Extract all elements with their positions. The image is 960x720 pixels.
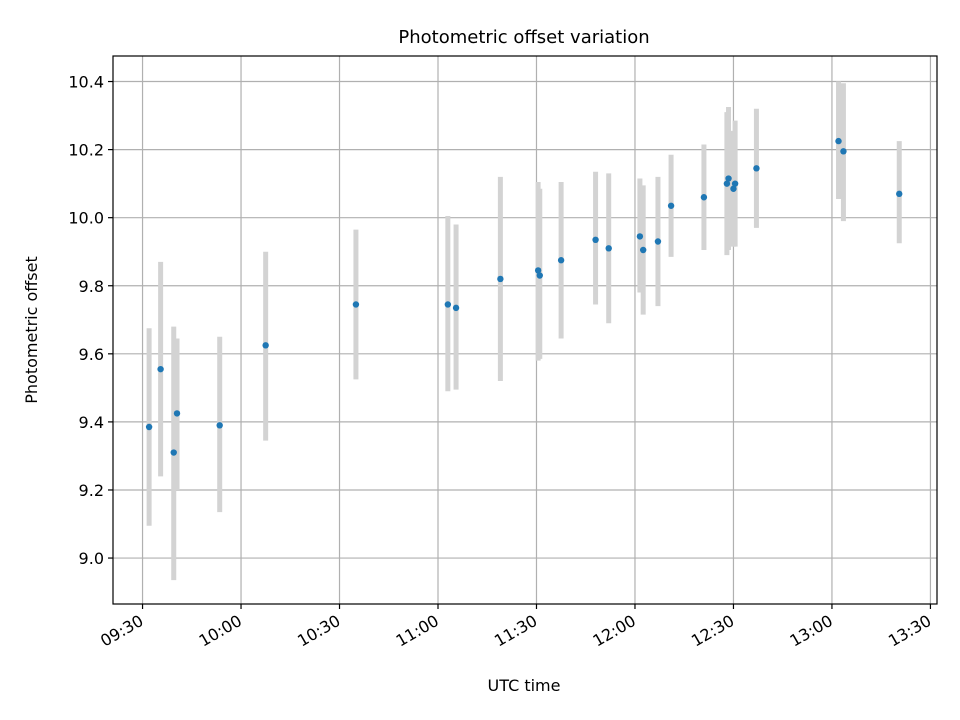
y-axis-title: Photometric offset <box>22 256 41 404</box>
y-axis-ticks: 9.0 9.2 9.4 9.6 9.8 10.0 10.2 10.4 <box>68 73 113 568</box>
y-tick-label: 9.6 <box>79 345 104 364</box>
data-point <box>452 304 460 312</box>
data-point <box>557 257 565 264</box>
data-point <box>173 410 181 417</box>
data-point <box>592 236 599 244</box>
data-point <box>730 185 737 192</box>
plot-frame <box>112 55 938 605</box>
grid <box>113 56 937 604</box>
data-point <box>170 449 177 456</box>
y-tick-label: 10.0 <box>68 209 104 228</box>
data-point <box>667 202 675 209</box>
y-tick-label: 9.2 <box>79 481 104 500</box>
data-point <box>605 245 612 252</box>
data-point <box>639 246 647 254</box>
data-point <box>352 301 360 308</box>
data-point <box>723 180 731 187</box>
data-point <box>262 342 269 349</box>
data-point <box>534 267 542 274</box>
data-point <box>636 233 644 240</box>
data-point <box>725 175 732 182</box>
data-point <box>700 194 708 201</box>
data-point <box>896 190 903 198</box>
data-point <box>536 272 543 279</box>
data-point <box>835 137 842 145</box>
data-point <box>654 238 662 245</box>
chart-title: Photometric offset variation <box>398 27 649 48</box>
x-axis-title: UTC time <box>488 676 561 695</box>
data-point <box>731 180 739 187</box>
data-point <box>216 422 223 429</box>
y-tick-label: 10.2 <box>68 141 104 160</box>
data-point <box>497 275 504 283</box>
data-point <box>145 423 153 431</box>
data-point <box>157 365 164 373</box>
y-tick-label: 9.0 <box>79 549 104 568</box>
data-point <box>444 301 452 308</box>
data-point <box>840 148 847 155</box>
data-point <box>753 165 760 172</box>
y-tick-label: 9.8 <box>79 277 104 296</box>
y-tick-label: 9.4 <box>79 413 104 432</box>
data-points <box>145 137 903 456</box>
y-tick-label: 10.4 <box>68 73 104 92</box>
